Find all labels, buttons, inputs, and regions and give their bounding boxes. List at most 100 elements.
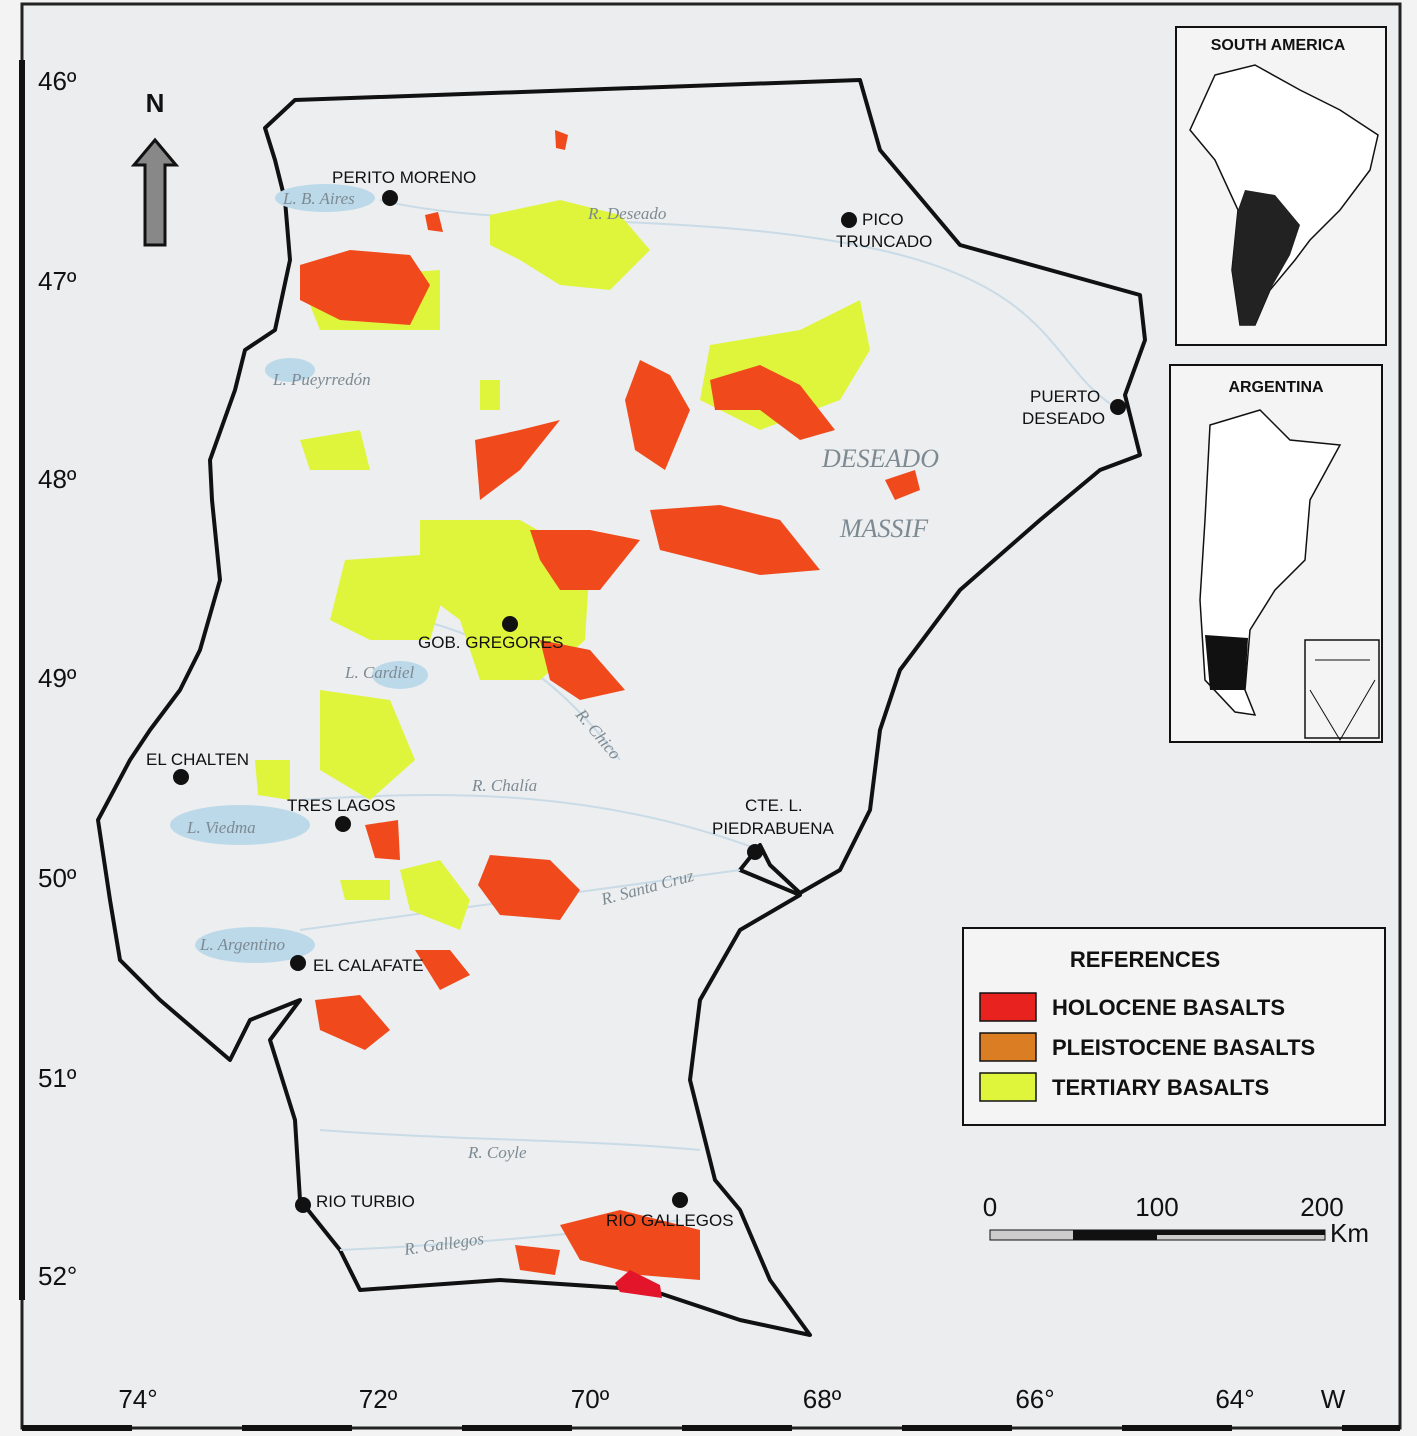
river [299, 794, 761, 851]
patch [478, 855, 580, 920]
city-dot [382, 190, 398, 206]
feature-label: L. Viedma [186, 818, 256, 837]
lake [372, 661, 428, 689]
city-label: RIO GALLEGOS [606, 1211, 734, 1230]
lon-label: W [1321, 1384, 1346, 1414]
feature-label: R. Chalía [471, 776, 537, 795]
legend-items: HOLOCENE BASALTS PLEISTOCENE BASALTS TERTI… [979, 992, 1315, 1102]
scale-label: 0 [983, 1192, 997, 1222]
feature-label: L. Pueyrredón [272, 370, 371, 389]
city-label: PUERTO [1030, 387, 1100, 406]
city-label: PIEDRABUENA [712, 819, 835, 838]
city-dot [1110, 399, 1126, 415]
lat-label: 47º [38, 266, 77, 296]
city-dot [290, 955, 306, 971]
antarctica-sector [1309, 659, 1376, 741]
feature-label: L. B. Aires [282, 189, 355, 208]
lon-label: 64° [1215, 1384, 1254, 1414]
patch [330, 555, 445, 640]
north-label: N [146, 88, 165, 118]
scale-unit: Km [1330, 1218, 1369, 1248]
lon-label: 68º [803, 1384, 842, 1414]
patch [255, 760, 290, 800]
lat-labels: 46º 47º 48º 49º 50º 51º 52° [38, 66, 77, 1291]
scale-label: 200 [1300, 1192, 1343, 1222]
patch [490, 200, 650, 290]
city-label: GOB. GREGORES [418, 633, 563, 652]
patch [650, 505, 820, 575]
legend-swatch [979, 1072, 1037, 1102]
patch [555, 130, 568, 150]
city-dot [335, 816, 351, 832]
patch [475, 420, 560, 500]
scale-segment [1073, 1230, 1157, 1240]
city-label: CTE. L. [745, 796, 803, 815]
inset-title: SOUTH AMERICA [1211, 37, 1346, 54]
legend-label: PLEISTOCENE BASALTS [1052, 1035, 1315, 1060]
patch [415, 950, 470, 990]
patch [300, 250, 430, 325]
patch [400, 860, 470, 930]
cities: PERITO MORENO PICO TRUNCADO PUERTO DESEA… [146, 168, 1126, 1230]
patch [540, 640, 625, 700]
city-label: EL CHALTEN [146, 750, 249, 769]
patch [515, 1245, 560, 1275]
patch [625, 360, 690, 470]
feature-label: L. Argentino [199, 935, 285, 954]
north-arrow [130, 137, 180, 247]
city-dot [173, 769, 189, 785]
lat-label: 52° [38, 1261, 77, 1291]
lon-label: 66° [1015, 1384, 1054, 1414]
pleistocene-patches [300, 130, 920, 1280]
region-label: MASSIF [839, 514, 929, 543]
legend-swatch [979, 1032, 1037, 1062]
lon-label: 74° [118, 1384, 157, 1414]
city-label: EL CALAFATE [313, 956, 424, 975]
feature-label: R. Coyle [467, 1143, 527, 1162]
legend-label: HOLOCENE BASALTS [1052, 995, 1285, 1020]
city-dot [841, 212, 857, 228]
lat-label: 50º [38, 863, 77, 893]
region-label: DESEADO [821, 444, 939, 473]
city-label: PICO [862, 210, 904, 229]
lake [265, 358, 315, 382]
scale-label: 100 [1135, 1192, 1178, 1222]
lake [195, 927, 315, 963]
lon-labels: 74° 72º 70º 68º 66° 64° W [118, 1384, 1345, 1414]
city-label: PERITO MORENO [332, 168, 476, 187]
legend-swatch [979, 992, 1037, 1022]
lat-label: 46º [38, 66, 77, 96]
city-label: RIO TURBIO [316, 1192, 415, 1211]
feature-label: L. Cardiel [344, 663, 415, 682]
river [319, 1129, 701, 1151]
lat-label: 48º [38, 464, 77, 494]
city-dot [502, 616, 518, 632]
holocene-patch [615, 1270, 662, 1298]
feature-label: R. Deseado [587, 204, 666, 223]
patch [300, 430, 370, 470]
lake [170, 805, 310, 845]
patch [560, 1210, 700, 1280]
santa-cruz-highlight [1205, 635, 1248, 690]
scale-segment [1157, 1230, 1325, 1235]
city-dot [672, 1192, 688, 1208]
lon-label: 72º [359, 1384, 398, 1414]
patch [320, 690, 415, 800]
antarctica-inset [1304, 639, 1380, 739]
city-dot [747, 844, 763, 860]
patch [425, 212, 443, 232]
inset-title: ARGENTINA [1228, 379, 1324, 396]
legend-title: REFERENCES [1070, 947, 1220, 972]
patch [315, 995, 390, 1050]
patch [340, 880, 390, 900]
legend-label: TERTIARY BASALTS [1052, 1075, 1269, 1100]
patch [480, 380, 500, 410]
patch [710, 365, 835, 440]
argentina-highlight [1232, 190, 1300, 325]
city-dot [295, 1197, 311, 1213]
lake [275, 184, 375, 212]
patch [885, 470, 920, 500]
lat-label: 51º [38, 1063, 77, 1093]
patch [365, 820, 400, 860]
